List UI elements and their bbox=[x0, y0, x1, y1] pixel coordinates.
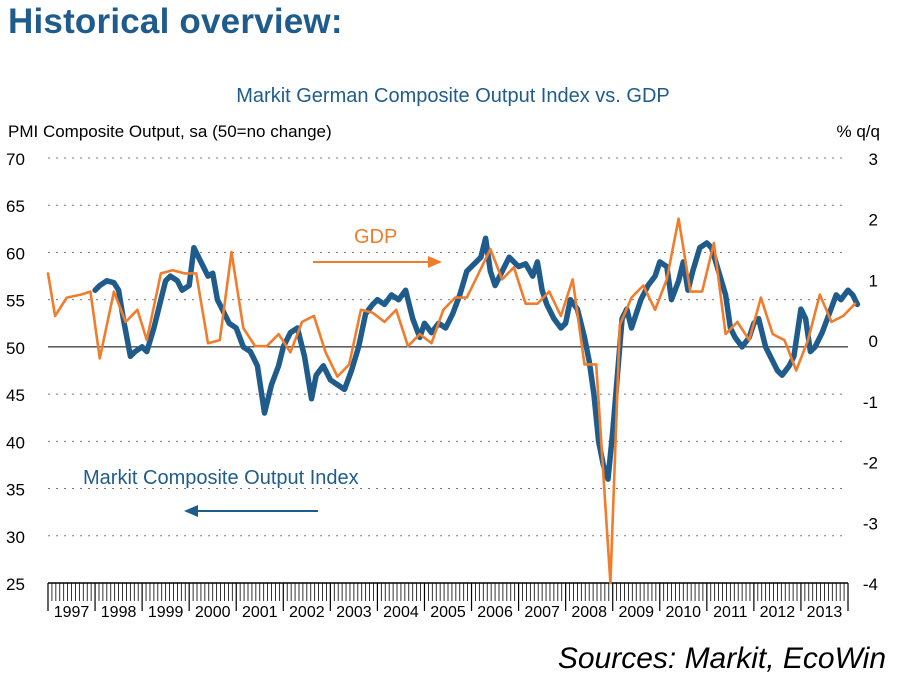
y2-tick-label: 3 bbox=[869, 150, 878, 169]
gdp-series-line bbox=[46, 217, 857, 585]
y-tick-label: 45 bbox=[6, 386, 25, 405]
chart-title: Markit German Composite Output Index vs.… bbox=[236, 85, 670, 107]
x-axis: 1997 1998 1999 2000 2001 2002 2003 2004 2005 2006… bbox=[47, 582, 849, 621]
x-tick-label: 1998 bbox=[101, 604, 137, 621]
y2-tick-labels: -4 -3 -2 -1 0 1 2 3 bbox=[863, 150, 878, 594]
grid-lines bbox=[48, 157, 848, 537]
x-tick-label: 2006 bbox=[477, 604, 513, 621]
x-tick-label: 2005 bbox=[430, 604, 466, 621]
x-tick-label: 2008 bbox=[571, 604, 607, 621]
y-tick-labels: 25 30 35 40 45 50 55 60 65 70 bbox=[6, 150, 25, 594]
x-tick-label: 2013 bbox=[807, 604, 843, 621]
x-tick-label: 2001 bbox=[242, 604, 278, 621]
left-axis-label: PMI Composite Output, sa (50=no change) bbox=[8, 122, 332, 141]
x-tick-label: 2011 bbox=[713, 604, 748, 621]
y2-tick-label: 2 bbox=[869, 211, 878, 230]
x-tick-label: 2004 bbox=[383, 604, 419, 621]
y2-tick-label: -3 bbox=[863, 514, 878, 533]
y-tick-label: 30 bbox=[6, 528, 25, 547]
annotation-pmi: Markit Composite Output Index bbox=[83, 467, 359, 489]
arrow-left-icon bbox=[184, 505, 318, 517]
y2-tick-label: 0 bbox=[869, 332, 878, 351]
y2-tick-label: -4 bbox=[863, 575, 878, 594]
pmi-series-line bbox=[92, 235, 861, 482]
x-tick-label: 2000 bbox=[195, 604, 231, 621]
x-tick-label: 2002 bbox=[289, 604, 325, 621]
y-tick-label: 65 bbox=[6, 197, 25, 216]
x-tick-label: 2003 bbox=[336, 604, 372, 621]
y-tick-label: 55 bbox=[6, 292, 25, 311]
y-tick-label: 50 bbox=[6, 339, 25, 358]
x-tick-label: 2007 bbox=[524, 604, 560, 621]
sources-note: Sources: Markit, EcoWin bbox=[557, 642, 886, 675]
y-tick-label: 40 bbox=[6, 433, 25, 452]
annotation-gdp: GDP bbox=[354, 226, 397, 248]
y-tick-label: 70 bbox=[6, 150, 25, 169]
x-tick-label: 2009 bbox=[618, 604, 654, 621]
series-lines bbox=[46, 217, 861, 585]
y-tick-label: 35 bbox=[6, 481, 25, 500]
page-heading: Historical overview: bbox=[8, 2, 343, 41]
y-tick-label: 60 bbox=[6, 244, 25, 263]
y2-tick-label: -1 bbox=[863, 393, 878, 412]
y2-tick-label: 1 bbox=[869, 271, 878, 290]
arrow-right-icon bbox=[313, 256, 442, 268]
right-axis-label: % q/q bbox=[837, 122, 880, 141]
x-tick-label: 2012 bbox=[760, 604, 796, 621]
y-tick-label: 25 bbox=[6, 575, 25, 594]
x-tick-label: 1997 bbox=[54, 604, 90, 621]
x-tick-label: 1999 bbox=[148, 604, 184, 621]
x-tick-label: 2010 bbox=[665, 604, 701, 621]
y2-tick-label: -2 bbox=[863, 454, 878, 473]
